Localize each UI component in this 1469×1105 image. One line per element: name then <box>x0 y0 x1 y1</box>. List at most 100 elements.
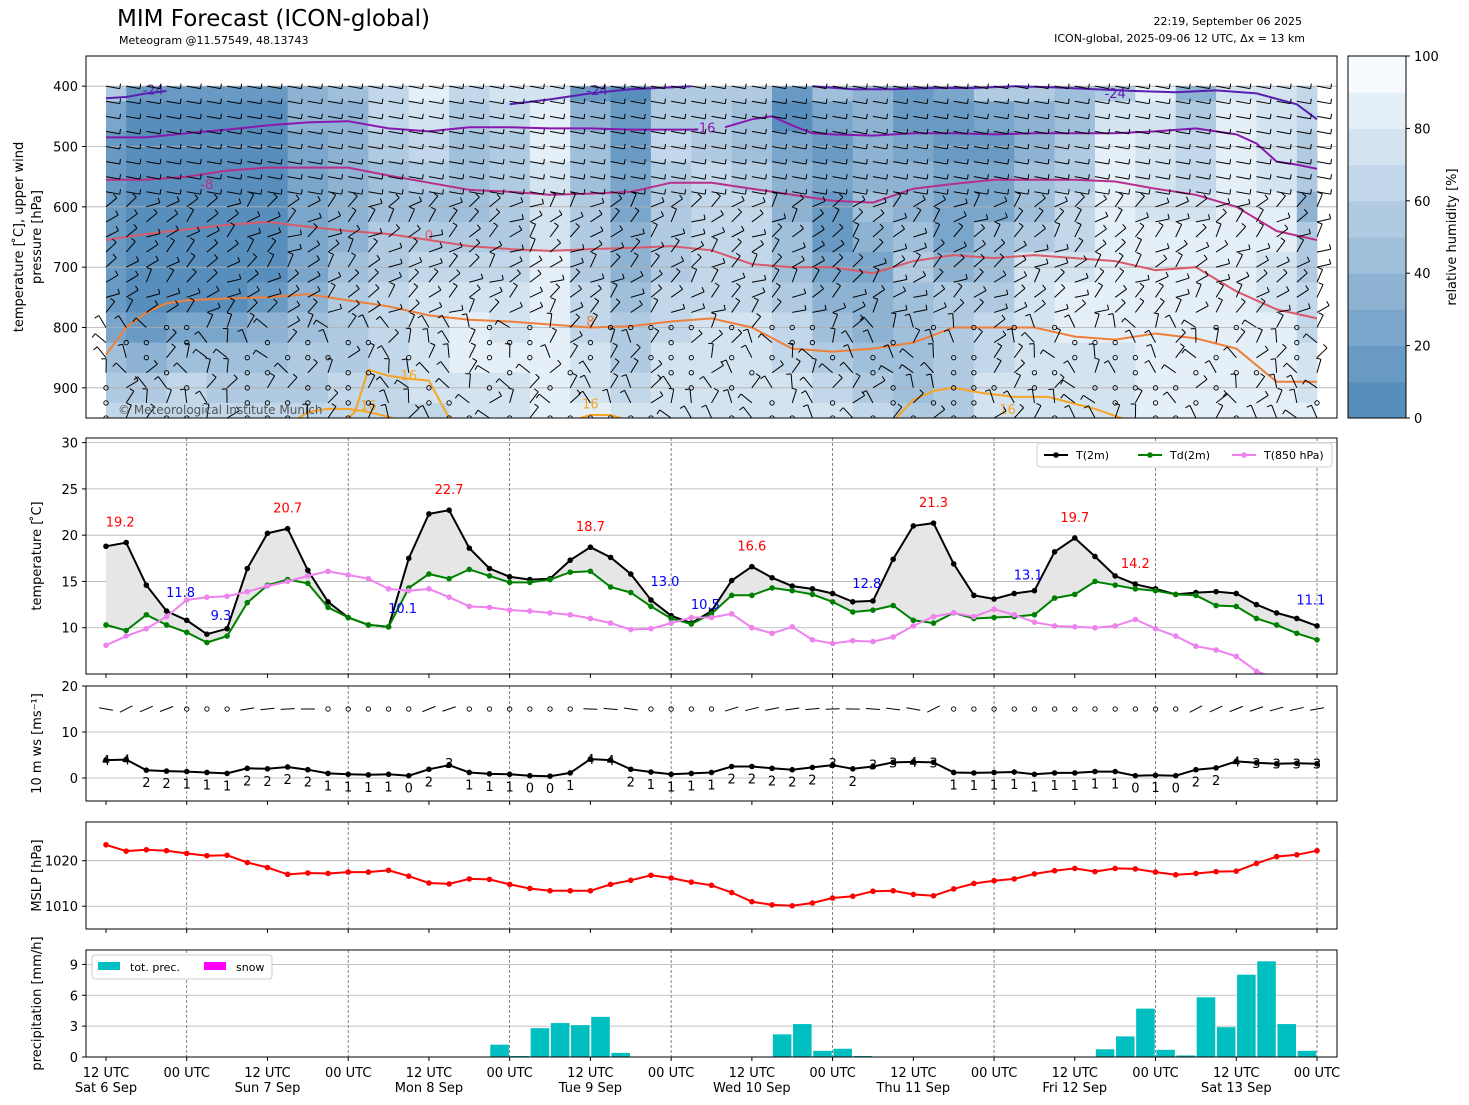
wind-barb <box>670 389 675 404</box>
wind-barb <box>1034 191 1049 195</box>
wind-barb <box>1155 130 1170 135</box>
wind-barb <box>1175 130 1190 135</box>
wind-barb <box>610 176 625 180</box>
day-label: Sun 7 Sep <box>235 1081 301 1096</box>
wind-barb <box>327 115 342 120</box>
wind-barb-flag <box>984 389 990 392</box>
wind-barb-flag <box>522 189 525 195</box>
wind-barb-flag <box>212 348 217 354</box>
mslp-point <box>849 893 856 900</box>
legend-marker <box>1241 452 1247 458</box>
t2m-point <box>284 525 291 532</box>
wind-barb <box>448 225 458 238</box>
wind-barb <box>569 393 581 404</box>
wind-barb-flag <box>401 189 404 195</box>
wind-barb-flag <box>1209 113 1211 119</box>
wind-barb-flag <box>433 268 439 272</box>
wind-barb-flag <box>1007 174 1010 180</box>
wind-barb-flag <box>987 143 989 150</box>
wind-barb <box>610 375 619 389</box>
wind-barb-flag <box>802 404 808 408</box>
wind-barb-flag <box>886 83 888 89</box>
wind-barb-flag <box>934 221 940 225</box>
wind-barb <box>549 299 556 313</box>
wind-barb-flag <box>978 328 983 332</box>
calm-marker <box>1011 706 1017 712</box>
wind-barb <box>307 301 318 313</box>
wind-barb <box>388 276 402 283</box>
rh-cell <box>1135 402 1177 418</box>
wind-barb <box>1256 161 1271 165</box>
wind-barb-flag <box>539 301 544 307</box>
wind-barb <box>529 203 544 208</box>
wind-barb <box>347 238 354 253</box>
tmax-label: 16.6 <box>737 540 766 555</box>
wind-barb-flag <box>422 98 424 104</box>
wind-barb <box>590 202 604 208</box>
tmax-label: 19.7 <box>1060 511 1089 526</box>
wind-barb <box>811 359 817 373</box>
wind-barb-flag <box>1002 270 1007 276</box>
wind-barb <box>1114 255 1124 268</box>
wind-barb-flag <box>965 273 968 280</box>
wind-barb <box>1082 394 1096 404</box>
wind-barb <box>388 284 396 298</box>
wind-barb-flag <box>697 253 702 258</box>
wind-barb-flag <box>623 174 626 180</box>
wind-barb-flag <box>1139 297 1145 302</box>
mslp-ytick-label: 1020 <box>45 855 78 870</box>
wind-barb <box>1124 317 1136 328</box>
wind-barb <box>1013 407 1025 418</box>
wind-barb <box>408 208 415 223</box>
mslp-point <box>1253 860 1260 867</box>
wind-barb-flag <box>442 113 444 119</box>
wind-barb <box>1276 100 1291 105</box>
wind-barb <box>1074 209 1082 223</box>
wind-barb <box>368 241 378 253</box>
wind-barb <box>544 344 551 358</box>
xtick-label: 00 UTC <box>809 1066 855 1081</box>
wind-barb <box>247 215 261 223</box>
wind-barb <box>184 388 188 403</box>
wind-barb <box>468 242 481 253</box>
wind-barb <box>406 358 410 373</box>
wind-barb <box>852 85 867 90</box>
wind-barb-flag <box>859 316 865 321</box>
wind-barb <box>1184 348 1197 359</box>
wind-barb-flag <box>601 273 605 279</box>
wind-barb-flag <box>1177 252 1183 256</box>
wind-barb-flag <box>943 302 947 308</box>
wind-barb <box>489 244 502 253</box>
wind-barb-flag <box>409 312 415 316</box>
wind-barb-flag <box>200 98 202 104</box>
wind-barb-flag <box>502 189 505 195</box>
wind-barb <box>671 191 686 195</box>
wind-barb <box>590 100 605 105</box>
wind-barb-flag <box>91 333 96 338</box>
calm-marker <box>688 355 694 361</box>
wind-barb <box>440 361 450 374</box>
t2m-point <box>627 571 634 577</box>
wind-barb <box>1195 100 1210 105</box>
wind-barb <box>630 255 639 268</box>
rh-cell <box>933 342 975 374</box>
wind-barb <box>691 115 706 120</box>
wind-barb-flag <box>805 143 808 150</box>
wind-barb-flag <box>1067 128 1070 134</box>
mslp-point <box>143 846 150 853</box>
wind-barb <box>126 176 141 180</box>
t2m-point <box>1092 553 1098 560</box>
wind-barb <box>347 255 357 268</box>
precip-ytick-label: 6 <box>70 989 78 1004</box>
td2m-point <box>204 639 210 646</box>
wind-barb-flag <box>658 284 663 289</box>
calm-marker <box>1213 355 1219 361</box>
wind-barb <box>671 100 686 105</box>
wind-barb-flag <box>179 143 182 150</box>
wind-barb-flag <box>475 193 480 198</box>
wind-barb <box>1316 146 1331 150</box>
wind-barb <box>670 308 685 313</box>
wind-barb-flag <box>979 298 984 303</box>
wind-barb-flag <box>300 189 303 195</box>
calm-marker <box>628 324 634 331</box>
